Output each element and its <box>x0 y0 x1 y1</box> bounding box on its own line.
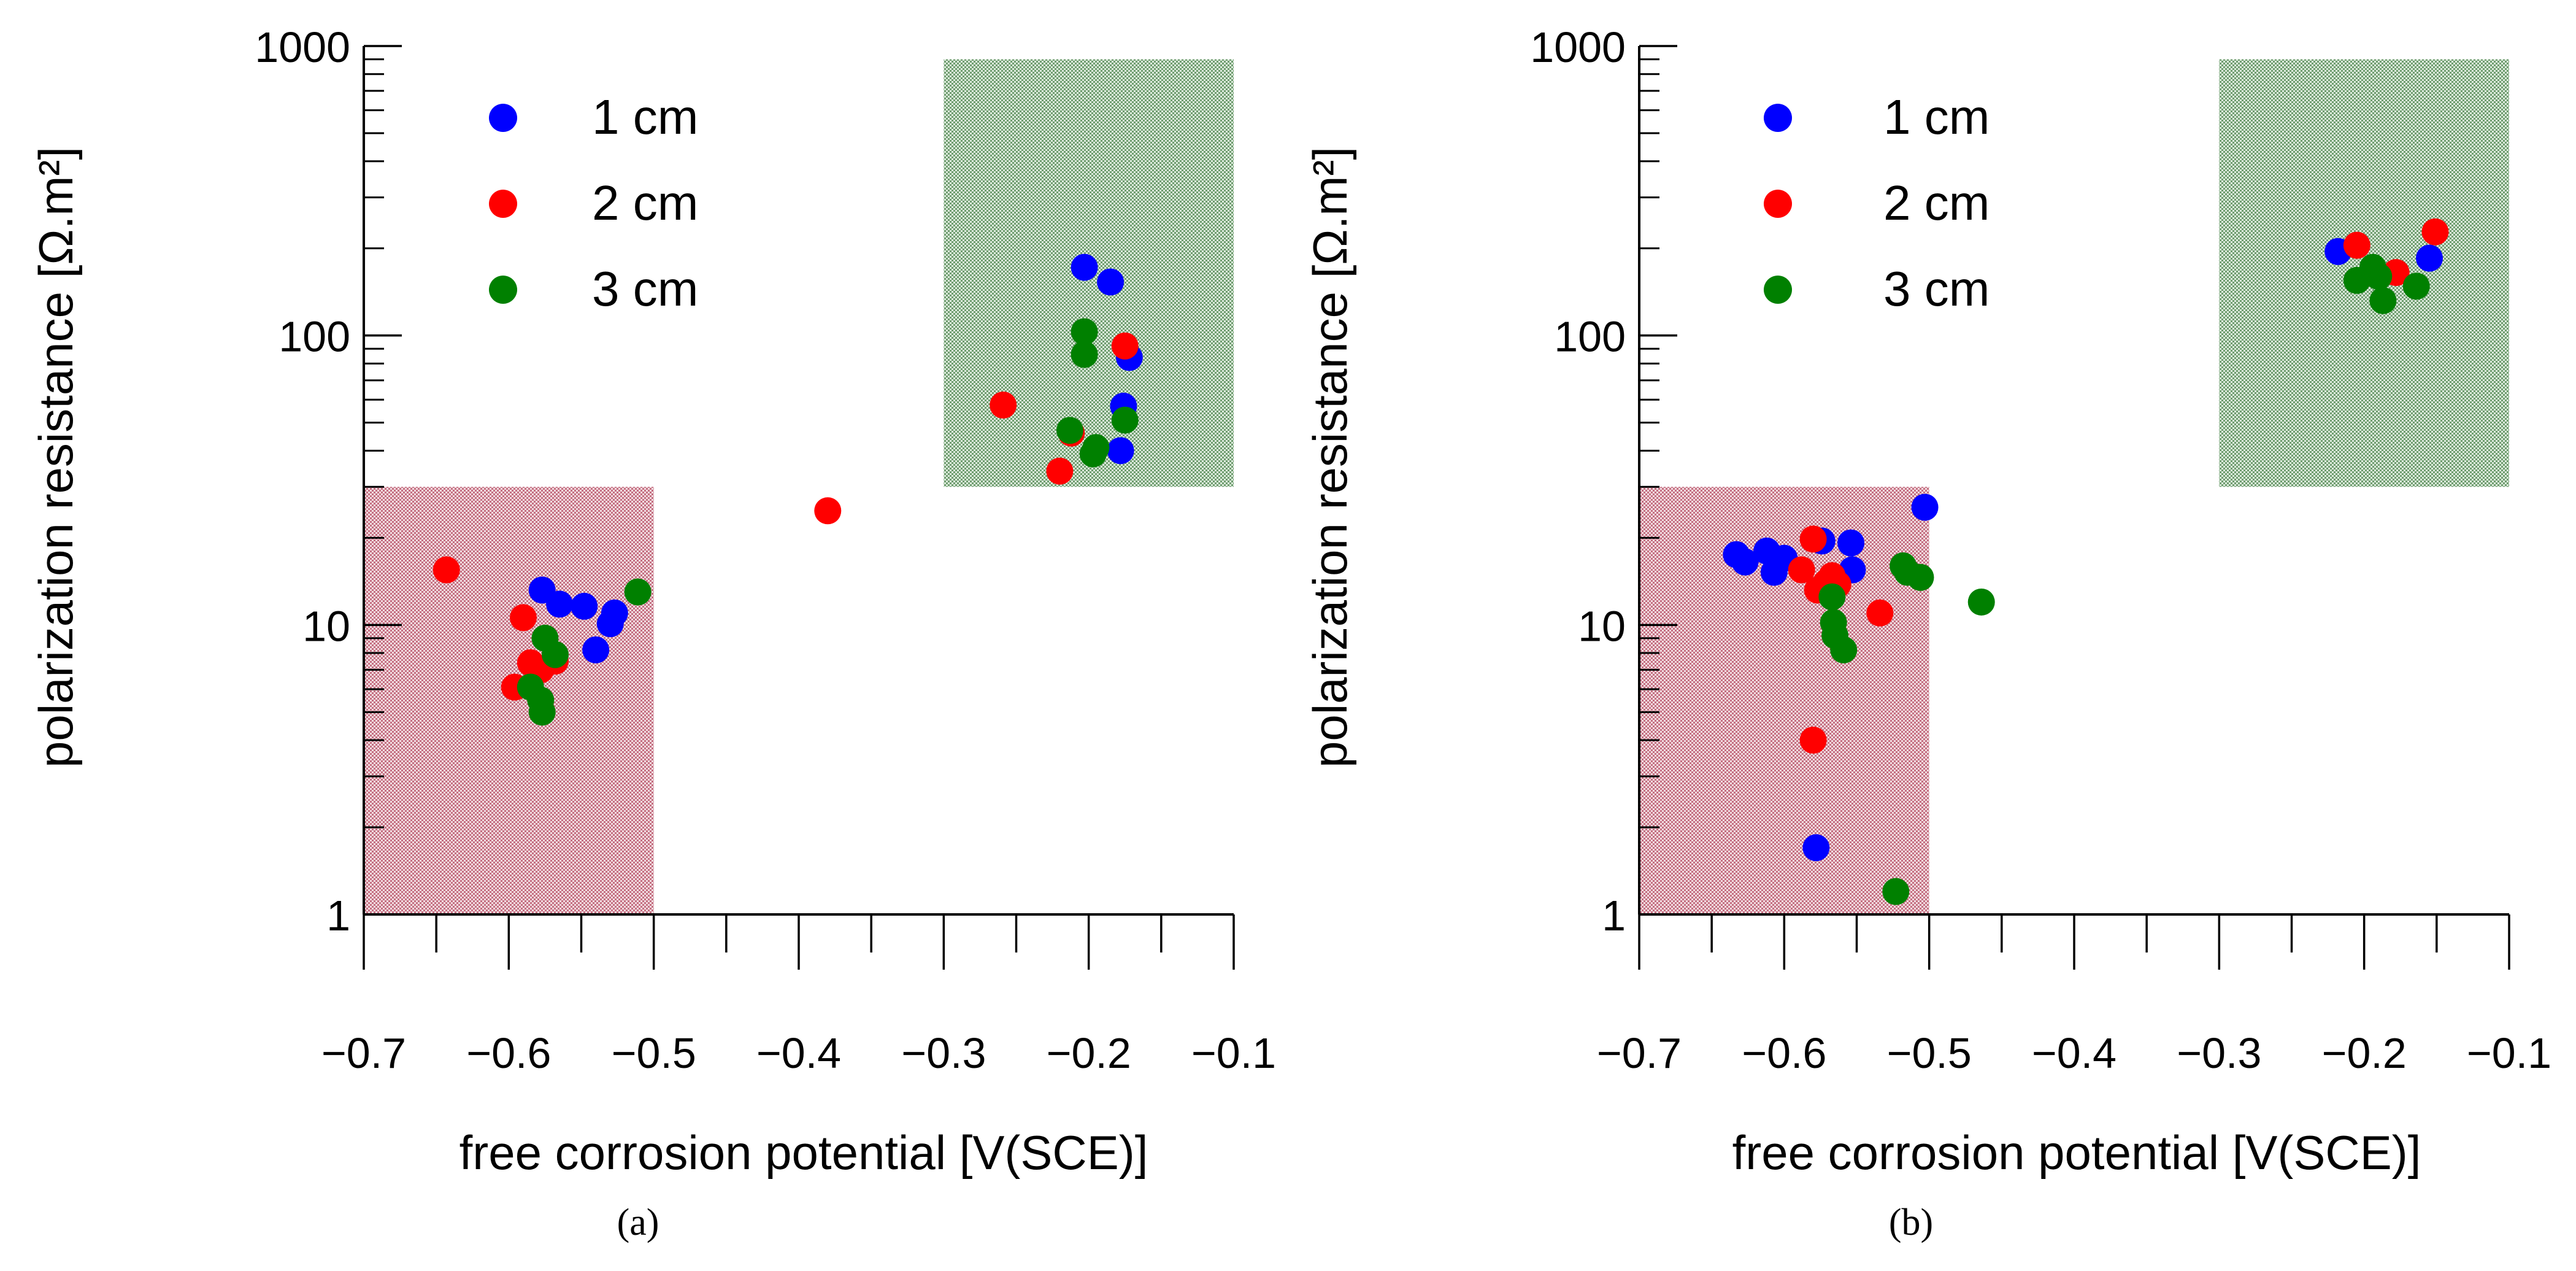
x-tick-label: −0.2 <box>1047 1029 1131 1077</box>
data-point <box>1111 332 1139 360</box>
data-points <box>1723 218 2449 905</box>
data-point <box>1866 599 1894 627</box>
y-axis-label: polarization resistance [Ω.m²] <box>29 147 83 768</box>
shaded-regions <box>1639 59 2509 914</box>
x-tick-label: −0.4 <box>2032 1029 2117 1077</box>
data-point <box>1837 529 1865 557</box>
legend-marker <box>489 104 517 132</box>
y-tick-label: 1000 <box>1530 23 1626 71</box>
x-tick-label: −0.7 <box>1597 1029 1682 1077</box>
x-tick-label: −0.7 <box>321 1029 406 1077</box>
y-axis-label: polarization resistance [Ω.m²] <box>1303 147 1357 768</box>
data-point <box>2421 218 2449 245</box>
legend-marker <box>489 190 517 218</box>
data-point <box>546 590 574 618</box>
data-point <box>1111 406 1139 434</box>
x-axis-ticks: −0.7 −0.6 −0.5 −0.4 −0.3 −0.2 −0.1 <box>321 914 1276 1077</box>
data-point <box>2402 272 2430 300</box>
data-point <box>990 392 1017 419</box>
panel-label: (a) <box>617 1202 659 1243</box>
legend-label: 1 cm <box>592 90 698 144</box>
legend-marker <box>1764 276 1792 304</box>
data-point <box>2365 263 2393 290</box>
x-axis-label: free corrosion potential [V(SCE)] <box>1732 1126 2421 1180</box>
data-point <box>1967 588 1995 616</box>
data-point <box>1731 548 1759 576</box>
x-tick-label: −0.3 <box>901 1029 986 1077</box>
y-tick-label: 1 <box>1602 892 1626 940</box>
y-tick-label: 100 <box>279 313 350 361</box>
data-point <box>1799 727 1827 754</box>
data-point <box>624 578 652 606</box>
legend-marker <box>489 276 517 304</box>
y-tick-label: 1000 <box>255 23 350 71</box>
legend-label: 3 cm <box>592 261 698 316</box>
legend-label: 1 cm <box>1883 90 1990 144</box>
data-point <box>1830 636 1858 663</box>
data-point <box>2343 231 2370 259</box>
low-resistance-zone <box>364 487 654 914</box>
data-point <box>528 698 556 726</box>
legend: 1 cm 2 cm 3 cm <box>489 90 698 316</box>
y-tick-label: 100 <box>1554 313 1626 361</box>
y-tick-label: 10 <box>302 602 350 650</box>
data-point <box>814 497 842 525</box>
data-point <box>509 604 537 632</box>
data-point <box>582 636 610 663</box>
x-tick-label: −0.5 <box>612 1029 696 1077</box>
shaded-regions <box>364 59 1234 914</box>
data-point <box>1071 341 1098 368</box>
x-tick-label: −0.1 <box>1191 1029 1276 1077</box>
legend-label: 3 cm <box>1883 261 1990 316</box>
data-point <box>1802 834 1830 862</box>
x-tick-label: −0.2 <box>2322 1029 2407 1077</box>
data-point <box>571 592 598 620</box>
legend: 1 cm 2 cm 3 cm <box>1764 90 1990 316</box>
data-point <box>2416 244 2443 272</box>
data-point <box>1082 434 1110 462</box>
data-point <box>1071 253 1098 281</box>
data-point <box>1107 437 1134 465</box>
legend-label: 2 cm <box>1883 176 1990 230</box>
x-tick-label: −0.4 <box>756 1029 841 1077</box>
data-point <box>1046 457 1074 485</box>
y-axis-ticks: 1 10 100 1000 <box>1530 23 1677 940</box>
data-point <box>1097 268 1125 296</box>
data-point <box>1818 583 1846 611</box>
data-point <box>1907 563 1934 591</box>
y-tick-label: 10 <box>1578 602 1626 650</box>
x-tick-label: −0.3 <box>2177 1029 2261 1077</box>
data-point <box>1882 878 1910 905</box>
data-point <box>1788 556 1815 584</box>
x-tick-label: −0.6 <box>1742 1029 1826 1077</box>
x-axis-ticks: −0.7 −0.6 −0.5 −0.4 −0.3 −0.2 −0.1 <box>1597 914 2551 1077</box>
data-point <box>601 599 628 627</box>
legend-marker <box>1764 104 1792 132</box>
x-tick-label: −0.1 <box>2467 1029 2551 1077</box>
data-point <box>541 641 569 668</box>
data-point <box>1056 417 1083 444</box>
y-axis-ticks: 1 10 100 1000 <box>255 23 402 940</box>
data-points <box>433 253 1143 726</box>
data-point <box>1911 493 1939 521</box>
data-point <box>1071 318 1098 346</box>
legend-label: 2 cm <box>592 176 698 230</box>
data-point <box>433 556 460 584</box>
x-tick-label: −0.6 <box>466 1029 551 1077</box>
x-tick-label: −0.5 <box>1887 1029 1972 1077</box>
y-tick-label: 1 <box>326 892 350 940</box>
legend-marker <box>1764 190 1792 218</box>
data-point <box>2369 287 2397 314</box>
panel-label: (b) <box>1889 1202 1933 1243</box>
x-axis-label: free corrosion potential [V(SCE)] <box>459 1126 1148 1180</box>
data-point <box>1799 525 1827 553</box>
